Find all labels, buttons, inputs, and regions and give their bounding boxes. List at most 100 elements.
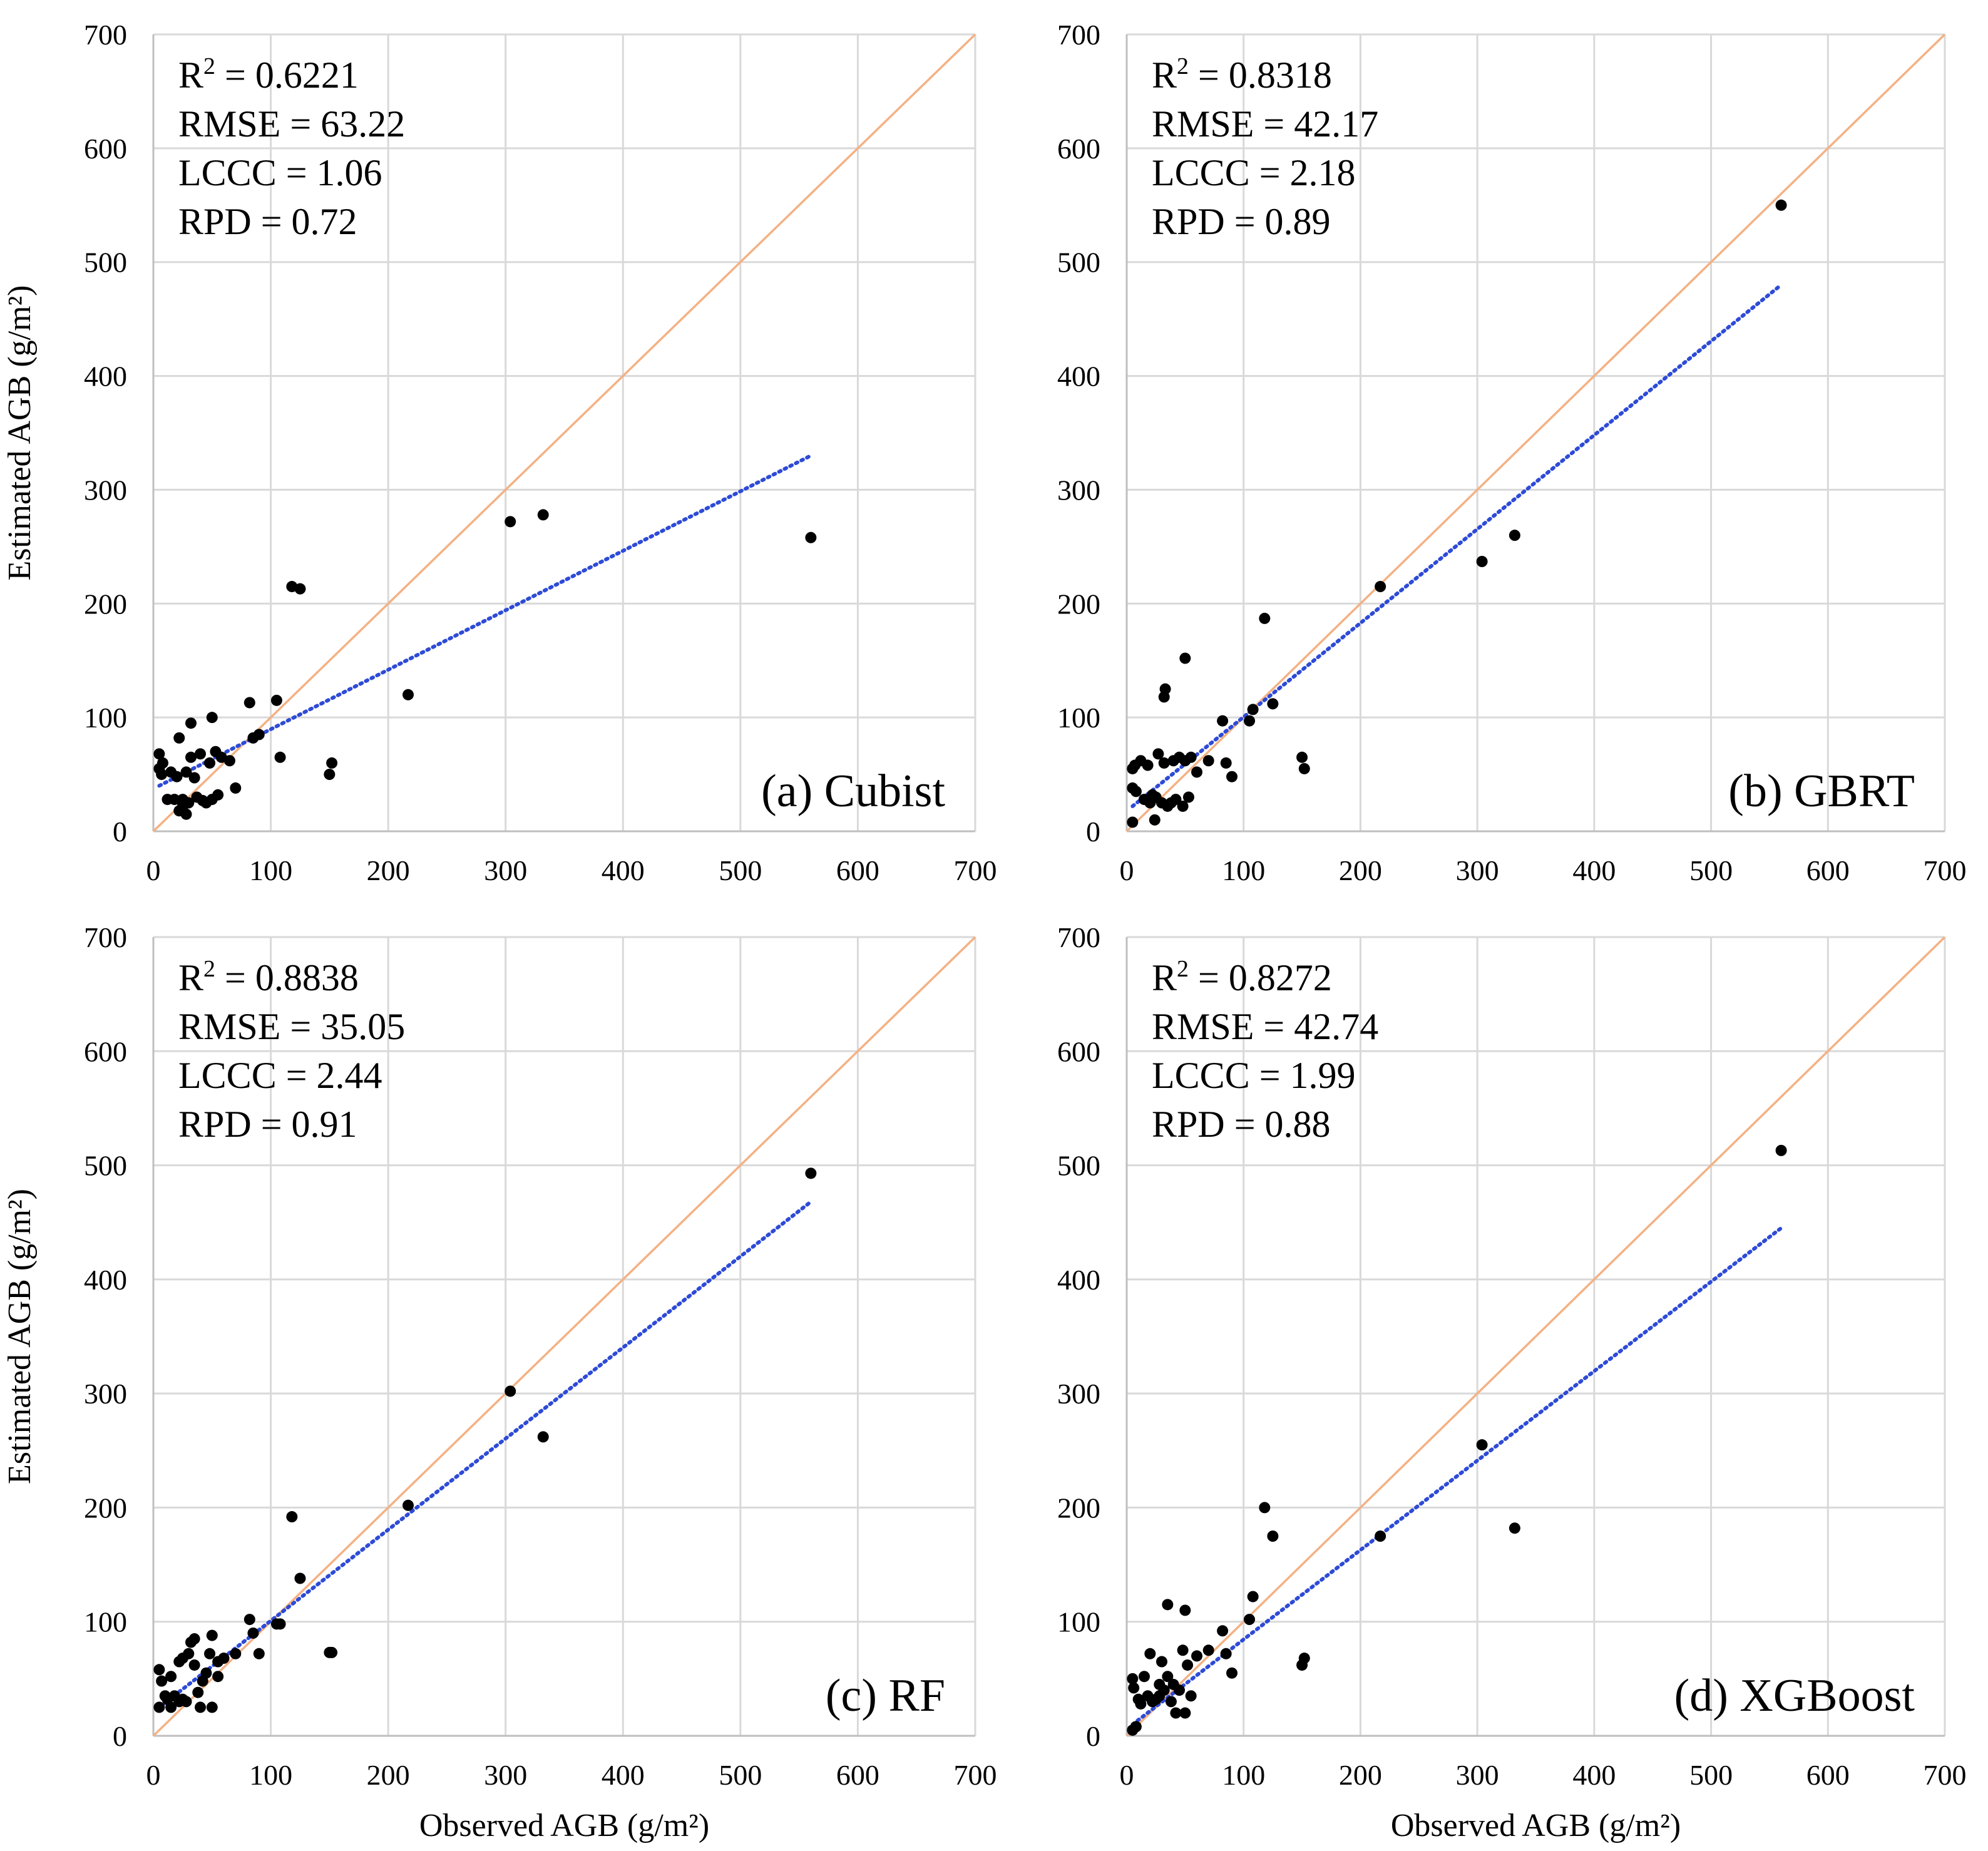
data-point	[153, 748, 165, 760]
data-point	[402, 1499, 414, 1511]
x-tick-label: 600	[836, 854, 879, 886]
identity-line	[152, 33, 976, 833]
data-point	[1179, 652, 1191, 664]
stat-value: = 0.72	[252, 201, 357, 242]
data-point	[1158, 757, 1170, 769]
x-tick-label: 400	[1572, 1759, 1616, 1791]
data-point	[294, 1572, 306, 1584]
data-point	[1247, 704, 1259, 715]
x-axis-title: Observed AGB (g/m²)	[419, 1808, 709, 1843]
stat-r: R2 = 0.8272	[1152, 956, 1332, 998]
x-tick-label: 700	[1924, 854, 1967, 886]
x-tick-label: 600	[1806, 1759, 1850, 1791]
x-tick-label: 300	[484, 1759, 527, 1791]
stat-rpd: RPD = 0.88	[1152, 1104, 1331, 1145]
panel-label: (d) XGBoost	[1674, 1670, 1915, 1721]
data-point	[212, 789, 224, 801]
data-point	[188, 772, 200, 784]
data-point	[1130, 1721, 1142, 1733]
data-point	[1202, 755, 1214, 767]
data-point	[1158, 1684, 1170, 1696]
x-tick-label: 700	[1924, 1759, 1967, 1791]
stat-label: LCCC	[178, 152, 277, 193]
y-tick-label: 0	[1086, 1720, 1100, 1752]
data-point	[243, 697, 255, 709]
data-point	[1174, 1684, 1186, 1696]
stat-value: = 1.99	[1250, 1055, 1356, 1096]
trend-line	[157, 453, 813, 788]
data-point	[324, 769, 336, 781]
data-point	[1179, 1707, 1191, 1719]
data-point	[1476, 1439, 1488, 1451]
stat-value: = 0.88	[1225, 1104, 1331, 1145]
data-point	[180, 1696, 192, 1708]
data-point	[204, 757, 216, 769]
data-point	[505, 1385, 516, 1397]
data-point	[230, 782, 242, 794]
stat-label: RMSE	[1152, 1006, 1254, 1047]
y-tick-label: 400	[84, 1264, 127, 1296]
data-point	[212, 1671, 224, 1683]
panel-label: (a) Cubist	[761, 766, 945, 817]
stat-lccc: LCCC = 1.06	[178, 152, 382, 193]
data-point	[1476, 555, 1488, 567]
data-point	[204, 1648, 216, 1659]
y-tick-label: 200	[84, 588, 127, 620]
stat-value: = 42.74	[1254, 1006, 1378, 1047]
data-point	[1226, 771, 1238, 782]
stat-label: LCCC	[1152, 1055, 1250, 1096]
data-point	[230, 1648, 242, 1659]
data-point	[195, 1701, 207, 1713]
y-tick-label: 100	[84, 1606, 127, 1638]
data-point	[153, 1664, 165, 1676]
y-tick-label: 200	[1057, 1492, 1100, 1524]
stat-label: RPD	[178, 1104, 252, 1145]
stat-label: R	[1152, 54, 1177, 96]
y-tick-label: 200	[84, 1492, 127, 1524]
x-tick-label: 200	[367, 1759, 410, 1791]
data-point	[1152, 748, 1164, 760]
data-point	[243, 1614, 255, 1626]
data-point	[185, 751, 197, 763]
panel-label: (c) RF	[826, 1670, 945, 1721]
stat-label: LCCC	[178, 1055, 277, 1096]
stat-superscript: 2	[1177, 956, 1189, 982]
data-point	[218, 1653, 230, 1664]
data-point	[1259, 1502, 1271, 1514]
data-point	[206, 712, 218, 724]
x-tick-label: 300	[484, 854, 527, 886]
data-point	[1177, 1644, 1189, 1656]
data-point	[1220, 1648, 1232, 1659]
x-tick-label: 100	[1222, 854, 1265, 886]
data-point	[1259, 612, 1271, 624]
data-point	[505, 516, 516, 528]
y-tick-label: 700	[84, 921, 127, 953]
data-point	[1775, 199, 1787, 211]
data-point	[274, 751, 286, 763]
stat-rpd: RPD = 0.89	[1152, 201, 1331, 242]
y-axis-title: Estimated AGB (g/m²)	[2, 1189, 38, 1484]
stat-rmse: RMSE = 42.74	[1152, 1006, 1378, 1047]
stat-value: = 2.18	[1250, 152, 1356, 193]
data-point	[1509, 1522, 1520, 1534]
data-point	[1162, 1671, 1174, 1683]
data-point	[1162, 1599, 1174, 1611]
data-point	[1267, 1531, 1279, 1542]
y-tick-label: 300	[84, 1378, 127, 1410]
stat-value: = 35.05	[280, 1006, 405, 1047]
panel-c: 0 100 200 300 400 500 600 700 0 100 200 300 400 500 60…	[2, 921, 997, 1843]
data-point	[326, 1646, 338, 1658]
identity-line	[152, 936, 976, 1737]
y-tick-label: 0	[113, 1720, 127, 1752]
data-point	[1247, 1591, 1259, 1602]
y-tick-label: 600	[84, 133, 127, 165]
data-point	[1185, 1690, 1197, 1702]
data-point	[294, 583, 306, 595]
x-tick-label: 700	[954, 854, 997, 886]
data-point	[1298, 1653, 1310, 1664]
stat-rmse: RMSE = 63.22	[178, 103, 405, 145]
y-tick-label: 300	[1057, 1378, 1100, 1410]
y-tick-label: 700	[84, 19, 127, 51]
data-point	[1217, 1625, 1229, 1637]
